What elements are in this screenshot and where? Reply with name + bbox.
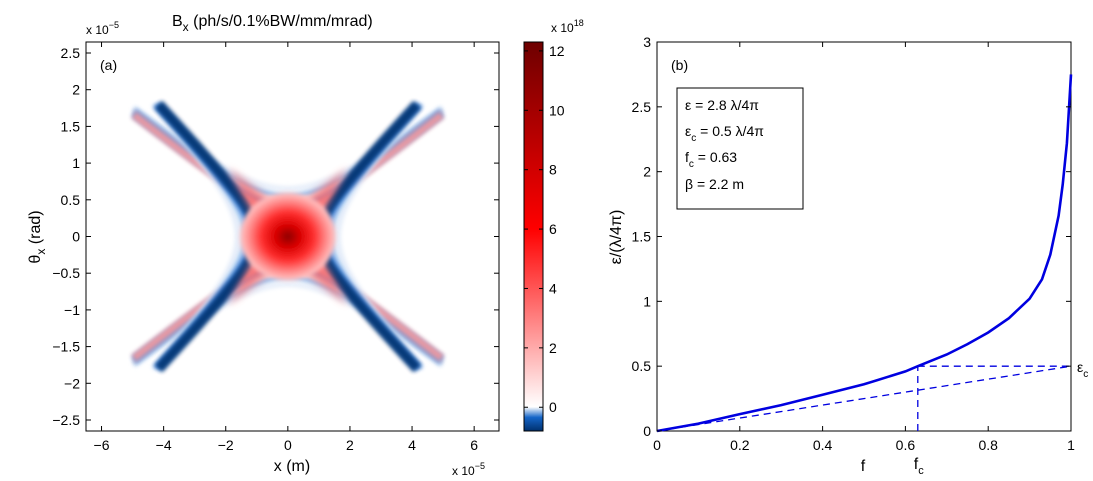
colorbar-tick-label: 12 [549, 43, 565, 59]
b-ytick-label: 0.5 [632, 358, 652, 374]
a-ytick-label: 2.5 [61, 45, 81, 61]
a-ytick-label: 1 [72, 155, 80, 171]
param-f-c: fc = 0.63 [685, 149, 737, 170]
a-ytick-label: −1 [64, 302, 80, 318]
panel-b-xlabel: f [861, 458, 866, 475]
panel-a: −6 −4 −2 0 2 4 6 2.521.510.50−0.5−1−1.5−2−2.5 … [27, 13, 500, 478]
panel-a-xticks: −6 −4 −2 0 2 4 6 [94, 42, 478, 453]
a-xtick-label: 2 [346, 437, 354, 453]
panel-b-label: (b) [671, 57, 688, 73]
b-ytick-label: 1 [643, 293, 651, 309]
a-ytick-label: 0 [72, 229, 80, 245]
parameter-box-frame [676, 87, 804, 210]
a-xtick-label: −4 [156, 437, 172, 453]
panel-b-xticks: 0 0.2 0.4 0.6 0.8 1 [653, 42, 1075, 453]
a-ytick-label: −0.5 [52, 265, 80, 281]
panel-a-yticks: 2.5 2 1.5 1 0.5 0 −0.5 −1 −1.5 −2 −2.5 [52, 45, 499, 428]
b-xtick-label: 0.8 [978, 437, 998, 453]
dashed-guide-line-1 [656, 365, 1072, 432]
colorbar-ticks: 12 10 8 6 4 2 0 [524, 43, 565, 415]
b-ytick-label: 0 [643, 423, 651, 439]
y-exponent: x 10−5 [86, 20, 119, 37]
panel-a-ylabel: θx (rad) [27, 210, 48, 263]
emittance-curve [656, 74, 1073, 433]
param-eps-c: εc = 0.5 λ/4π [685, 123, 764, 144]
a-xtick-label: 6 [470, 437, 478, 453]
parameter-box: ε = 2.8 λ/4π εc = 0.5 λ/4π fc = 0.63 β =… [676, 87, 804, 210]
heatmap-band-horizontal [335, 102, 425, 371]
colorbar-gradient [523, 41, 544, 432]
f-c-annotation: fc [914, 456, 924, 477]
b-ytick-label: 1.5 [632, 229, 652, 245]
colorbar: 12 10 8 6 4 2 0 x 1018 [523, 18, 584, 432]
b-xtick-label: 0.4 [813, 437, 833, 453]
a-ytick-label: −2.5 [52, 412, 80, 428]
a-ytick-label: 2 [72, 82, 80, 98]
b-xtick-label: 0.2 [730, 437, 750, 453]
colorbar-tick-label: 6 [549, 221, 557, 237]
b-ytick-label: 2.5 [632, 99, 652, 115]
eps-c-annotation: εc [1077, 359, 1088, 380]
b-ytick-label: 2 [643, 164, 651, 180]
b-xtick-label: 1 [1067, 437, 1075, 453]
param-eps: ε = 2.8 λ/4π [685, 97, 759, 113]
a-xtick-label: −6 [94, 437, 110, 453]
colorbar-tick-label: 8 [549, 162, 557, 178]
panel-b: 0 0.2 0.4 0.6 0.8 1 0 0.5 1 1.5 2 2.5 3 (b) f ε/(λ/… [608, 34, 1088, 477]
panel-a-label: (a) [100, 57, 117, 73]
b-ytick-label: 3 [643, 34, 651, 50]
a-ytick-label: 0.5 [61, 192, 81, 208]
panel-a-title: Bx (ph/s/0.1%BW/mm/mrad) [172, 13, 373, 34]
colorbar-tick-label: 10 [549, 102, 565, 118]
heatmap-image [131, 101, 445, 372]
colorbar-exponent: x 1018 [551, 18, 584, 35]
a-xtick-label: 4 [408, 437, 416, 453]
b-xtick-label: 0.6 [896, 437, 916, 453]
colorbar-tick-label: 0 [549, 399, 557, 415]
panel-a-xlabel: x (m) [274, 458, 310, 475]
heatmap-band-horizontal [150, 102, 241, 371]
b-xtick-label: 0 [653, 437, 661, 453]
a-xtick-label: 0 [284, 437, 292, 453]
heatmap-core-peak [239, 192, 336, 281]
param-beta: β = 2.2 m [685, 176, 744, 192]
colorbar-tick-label: 2 [549, 340, 557, 356]
a-ytick-label: −2 [64, 375, 80, 391]
panel-b-ylabel: ε/(λ/4π) [608, 210, 625, 265]
a-xtick-label: −2 [218, 437, 234, 453]
colorbar-tick-label: 4 [549, 280, 557, 296]
x-exponent: x 10−5 [452, 461, 485, 478]
a-ytick-label: 1.5 [61, 118, 81, 134]
panel-b-lines [656, 74, 1073, 433]
panel-b-yticks: 0 0.5 1 1.5 2 2.5 3 [632, 34, 1071, 439]
a-ytick-label: −1.5 [52, 339, 80, 355]
